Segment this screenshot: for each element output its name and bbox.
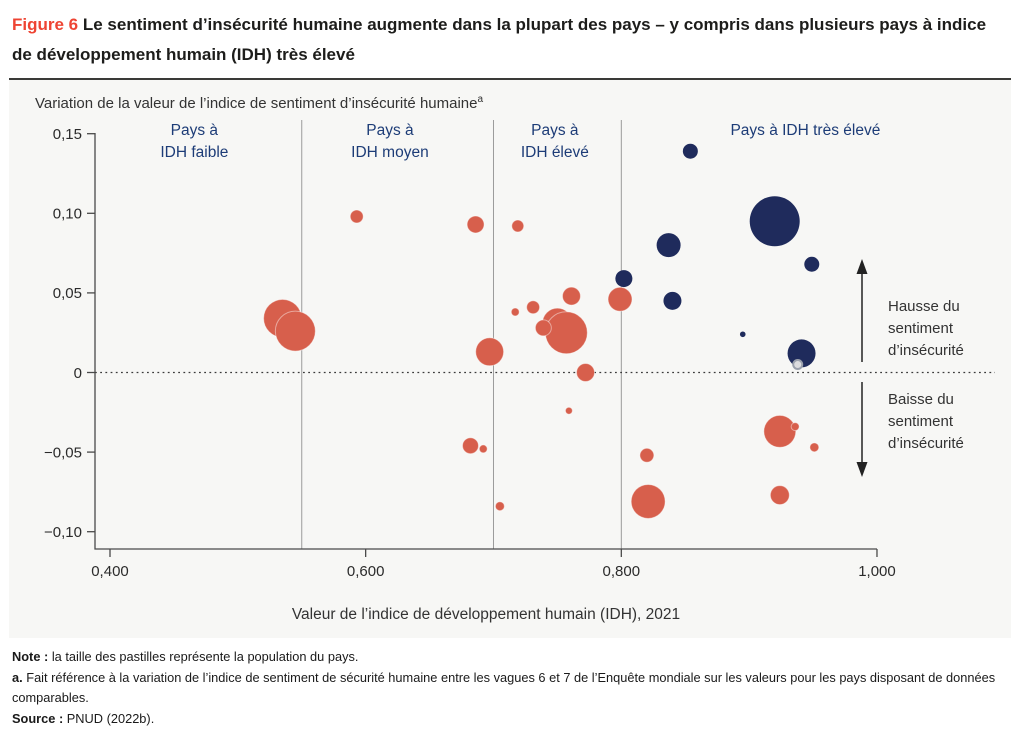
chart-panel: 0,15 0,10 0,05 0 −0,05 −0,10 0,400 0,600 0,800 1,… bbox=[9, 78, 1011, 638]
y-tick-label: −0,05 bbox=[44, 444, 82, 461]
country-bubble bbox=[478, 444, 488, 454]
category-label: Pays à IDH très élevé bbox=[730, 122, 880, 139]
arrow-down-head bbox=[856, 462, 868, 477]
country-bubble bbox=[763, 414, 797, 448]
country-bubble bbox=[663, 291, 682, 310]
footnote-line: a. Fait référence à la variation de l’in… bbox=[12, 669, 996, 706]
country-bubble bbox=[526, 300, 541, 315]
y-axis-title: Variation de la valeur de l’indice de se… bbox=[35, 94, 484, 112]
x-tick-label: 0,400 bbox=[91, 563, 129, 580]
country-bubble bbox=[790, 422, 800, 432]
figure-header: Figure 6 Le sentiment d’insécurité humai… bbox=[0, 0, 1020, 78]
footnote-marker: a bbox=[477, 94, 484, 105]
country-bubble bbox=[656, 233, 681, 258]
y-tick-label: 0,10 bbox=[53, 206, 82, 223]
country-bubble bbox=[630, 483, 666, 519]
country-bubble bbox=[739, 331, 746, 338]
country-bubble bbox=[461, 437, 479, 455]
category-label: Pays à IDH moyen bbox=[351, 122, 429, 161]
x-axis-title: Valeur de l’indice de développement huma… bbox=[291, 606, 681, 623]
country-bubble bbox=[564, 406, 573, 415]
country-bubble bbox=[544, 311, 588, 355]
country-bubble bbox=[607, 286, 633, 312]
country-bubble bbox=[804, 256, 820, 272]
source-line: Source : PNUD (2022b). bbox=[12, 711, 155, 727]
figure-number: Figure 6 bbox=[12, 15, 79, 34]
country-bubble bbox=[274, 310, 316, 352]
annotation-decrease: Baisse du sentiment d’insécurité bbox=[888, 391, 964, 452]
y-tick-label: 0 bbox=[74, 365, 82, 382]
country-bubble bbox=[349, 209, 364, 224]
y-tick-label: 0,05 bbox=[53, 285, 82, 302]
country-bubble bbox=[475, 337, 505, 367]
category-label: Pays à IDH faible bbox=[160, 122, 228, 161]
country-bubble bbox=[792, 359, 804, 371]
y-tick-label: 0,15 bbox=[53, 126, 82, 143]
arrow-up-head bbox=[856, 259, 868, 274]
country-bubble bbox=[749, 196, 800, 247]
country-bubble bbox=[576, 363, 596, 382]
note-line: Note : la taille des pastilles représent… bbox=[12, 649, 359, 664]
figure-notes: Note : la taille des pastilles représent… bbox=[0, 638, 1020, 730]
annotation-increase: Hausse du sentiment d’insécurité bbox=[888, 298, 964, 359]
country-bubble bbox=[511, 219, 525, 233]
country-bubble bbox=[639, 447, 655, 463]
country-bubble bbox=[494, 501, 505, 512]
scatter-bubble-plot: 0,15 0,10 0,05 0 −0,05 −0,10 0,400 0,600 0,800 1,… bbox=[44, 120, 995, 580]
x-tick-label: 0,600 bbox=[347, 563, 385, 580]
country-bubble bbox=[769, 485, 790, 506]
axis bbox=[94, 133, 877, 550]
y-tick-label: −0,10 bbox=[44, 524, 82, 541]
x-tick-label: 0,800 bbox=[603, 563, 641, 580]
country-bubble bbox=[682, 143, 698, 159]
x-tick-label: 1,000 bbox=[858, 563, 896, 580]
country-bubble bbox=[615, 270, 633, 288]
category-label: Pays à IDH élevé bbox=[521, 122, 589, 161]
figure-title: Le sentiment d’insécurité humaine augmen… bbox=[12, 15, 987, 64]
country-bubble bbox=[809, 442, 820, 453]
country-bubble bbox=[534, 319, 552, 337]
country-bubble bbox=[561, 286, 581, 306]
country-bubble bbox=[510, 307, 520, 317]
country-bubble bbox=[466, 215, 485, 234]
